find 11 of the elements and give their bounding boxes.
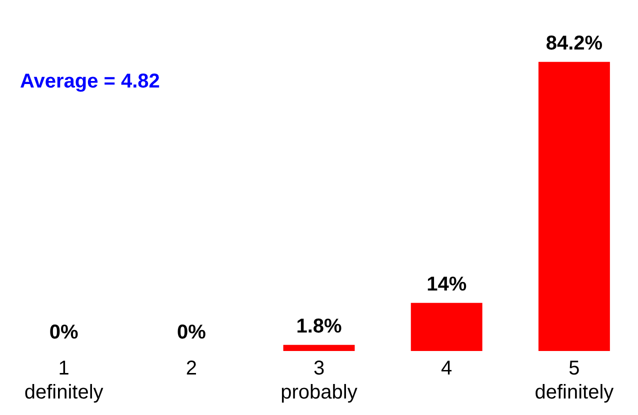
data-label: 1.8% xyxy=(296,315,342,338)
data-label: 84.2% xyxy=(546,32,603,54)
data-label: 0% xyxy=(176,322,206,344)
data-label: 0% xyxy=(49,322,78,344)
x-tick-label: 2 xyxy=(186,358,197,380)
x-tick-label: 3 probably xyxy=(280,358,358,404)
x-tick-label: 4 xyxy=(441,358,452,380)
annotation: Average = 4.82 xyxy=(20,70,160,93)
data-label: 14% xyxy=(426,273,467,296)
x-tick-label: 5 definitely xyxy=(534,358,614,404)
x-tick-label: 1 definitely xyxy=(24,358,104,404)
